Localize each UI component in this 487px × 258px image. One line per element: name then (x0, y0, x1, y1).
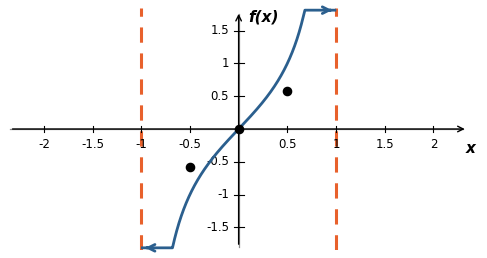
Text: 0.5: 0.5 (278, 138, 297, 150)
Text: 1.5: 1.5 (210, 24, 229, 37)
Point (283, 89, 291, 93)
Text: -1.5: -1.5 (206, 221, 229, 234)
Text: 2: 2 (430, 138, 437, 150)
Point (186, 165, 194, 169)
Text: f(x): f(x) (248, 9, 279, 24)
Text: 1: 1 (332, 138, 340, 150)
Text: 0.5: 0.5 (210, 90, 229, 103)
Point (235, 127, 243, 131)
Text: 1: 1 (222, 57, 229, 70)
Text: -1.5: -1.5 (81, 138, 104, 150)
Text: x: x (466, 141, 475, 156)
Text: -2: -2 (38, 138, 50, 150)
Text: 1.5: 1.5 (375, 138, 394, 150)
Text: -1: -1 (135, 138, 147, 150)
Text: -0.5: -0.5 (179, 138, 201, 150)
Text: -1: -1 (217, 188, 229, 201)
Text: -0.5: -0.5 (206, 155, 229, 168)
